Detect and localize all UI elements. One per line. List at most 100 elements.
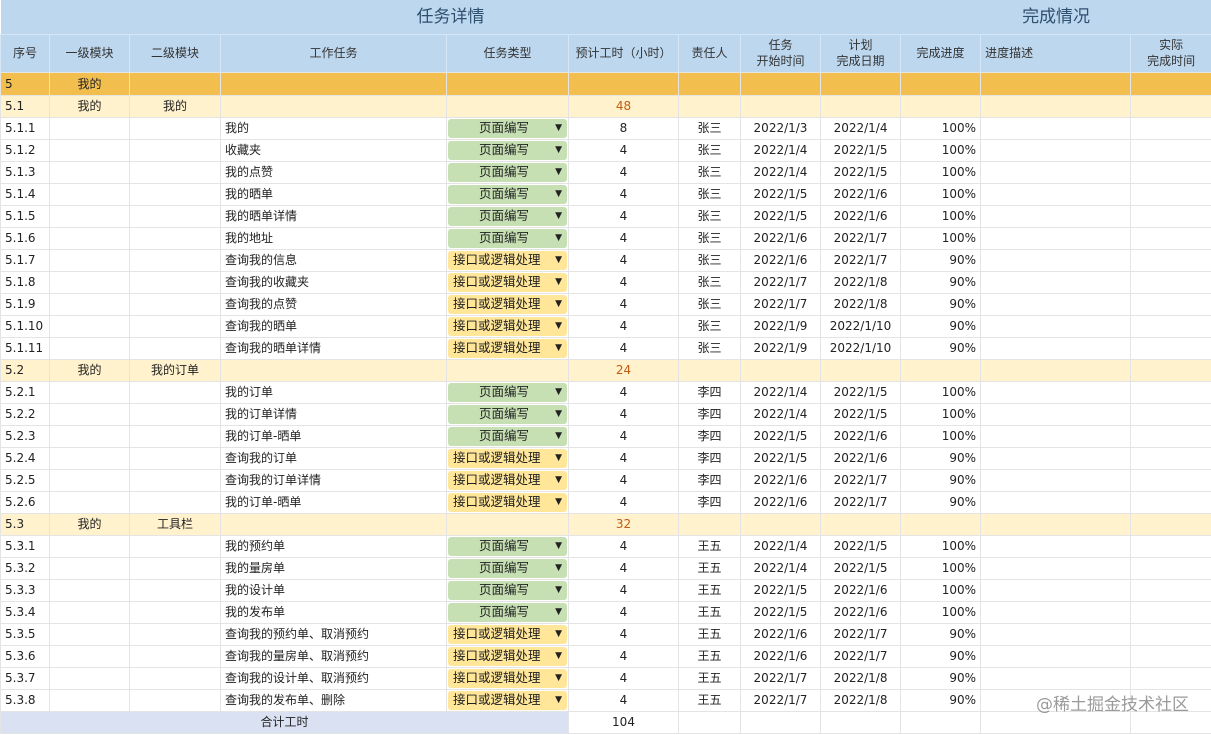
cell-start[interactable]: 2022/1/5 bbox=[740, 578, 821, 602]
cell-actual-end[interactable] bbox=[1130, 270, 1211, 294]
cell-module1[interactable] bbox=[49, 204, 130, 228]
cell-end[interactable]: 2022/1/6 bbox=[819, 182, 902, 206]
cell-hours[interactable]: 8 bbox=[568, 116, 679, 140]
cell-module2[interactable] bbox=[129, 314, 221, 338]
cell-start[interactable]: 2022/1/5 bbox=[740, 424, 821, 448]
cell-module2[interactable] bbox=[129, 292, 221, 316]
cell-progress[interactable] bbox=[900, 512, 982, 536]
dropdown-arrow-icon[interactable]: ▼ bbox=[555, 343, 562, 353]
cell-end[interactable]: 2022/1/8 bbox=[819, 688, 902, 712]
cell-type[interactable]: 接口或逻辑处理 ▼ bbox=[446, 666, 569, 690]
cell-owner[interactable]: 王五 bbox=[678, 578, 741, 602]
cell-progress[interactable]: 90% bbox=[900, 336, 982, 360]
task-type-dropdown[interactable]: 页面编写 ▼ bbox=[448, 118, 567, 138]
task-type-dropdown[interactable]: 页面编写 ▼ bbox=[448, 580, 567, 600]
cell-owner[interactable]: 张三 bbox=[678, 160, 741, 184]
cell-task[interactable]: 我的晒单 bbox=[220, 182, 447, 206]
cell-progress-desc[interactable] bbox=[980, 358, 1132, 382]
cell-start[interactable]: 2022/1/6 bbox=[740, 490, 821, 514]
cell-end[interactable]: 2022/1/6 bbox=[819, 204, 902, 228]
dropdown-arrow-icon[interactable]: ▼ bbox=[555, 453, 562, 463]
cell-module2[interactable]: 我的 bbox=[129, 94, 221, 118]
dropdown-arrow-icon[interactable]: ▼ bbox=[555, 607, 562, 617]
cell-progress-desc[interactable] bbox=[980, 666, 1132, 690]
cell-module2[interactable] bbox=[129, 578, 221, 602]
cell-actual-end[interactable] bbox=[1130, 468, 1211, 492]
cell-type[interactable]: 接口或逻辑处理 ▼ bbox=[446, 336, 569, 360]
cell-start[interactable] bbox=[740, 71, 821, 96]
cell-end[interactable]: 2022/1/7 bbox=[819, 468, 902, 492]
task-type-dropdown[interactable]: 页面编写 ▼ bbox=[448, 536, 567, 556]
cell-type[interactable]: 接口或逻辑处理 ▼ bbox=[446, 248, 569, 272]
cell-progress-desc[interactable] bbox=[980, 534, 1132, 558]
cell-start[interactable] bbox=[740, 94, 821, 118]
cell-module1[interactable] bbox=[49, 314, 130, 338]
cell-progress[interactable] bbox=[900, 710, 982, 734]
cell-actual-end[interactable] bbox=[1130, 314, 1211, 338]
cell-module1[interactable] bbox=[49, 424, 130, 448]
cell-progress[interactable] bbox=[900, 94, 982, 118]
cell-id[interactable]: 5.3.8 bbox=[0, 688, 50, 712]
cell-owner[interactable]: 张三 bbox=[678, 314, 741, 338]
cell-module1[interactable] bbox=[49, 622, 130, 646]
task-type-dropdown[interactable]: 页面编写 ▼ bbox=[448, 558, 567, 578]
cell-module2[interactable] bbox=[129, 402, 221, 426]
cell-task[interactable]: 我的地址 bbox=[220, 226, 447, 250]
cell-module2[interactable] bbox=[129, 666, 221, 690]
cell-actual-end[interactable] bbox=[1130, 358, 1211, 382]
cell-type[interactable]: 接口或逻辑处理 ▼ bbox=[446, 644, 569, 668]
cell-type[interactable]: 页面编写 ▼ bbox=[446, 182, 569, 206]
cell-progress[interactable]: 100% bbox=[900, 578, 982, 602]
task-type-dropdown[interactable]: 接口或逻辑处理 ▼ bbox=[448, 272, 567, 292]
cell-hours[interactable]: 4 bbox=[568, 468, 679, 492]
cell-type[interactable]: 接口或逻辑处理 ▼ bbox=[446, 490, 569, 514]
cell-id[interactable]: 5.2.6 bbox=[0, 490, 50, 514]
cell-task[interactable]: 查询我的信息 bbox=[220, 248, 447, 272]
cell-task[interactable]: 查询我的量房单、取消预约 bbox=[220, 644, 447, 668]
cell-id[interactable]: 5.2 bbox=[0, 358, 50, 382]
cell-module2[interactable] bbox=[129, 622, 221, 646]
cell-progress[interactable]: 90% bbox=[900, 666, 982, 690]
cell-module1[interactable] bbox=[49, 600, 130, 624]
cell-hours[interactable]: 4 bbox=[568, 424, 679, 448]
cell-module1[interactable] bbox=[49, 490, 130, 514]
cell-module2[interactable] bbox=[129, 182, 221, 206]
cell-start[interactable]: 2022/1/6 bbox=[740, 248, 821, 272]
cell-actual-end[interactable] bbox=[1130, 512, 1211, 536]
cell-task[interactable]: 我的发布单 bbox=[220, 600, 447, 624]
cell-module1[interactable] bbox=[49, 468, 130, 492]
cell-module2[interactable] bbox=[129, 138, 221, 162]
cell-module1[interactable] bbox=[49, 138, 130, 162]
task-type-dropdown[interactable]: 页面编写 ▼ bbox=[448, 404, 567, 424]
cell-module2[interactable] bbox=[129, 446, 221, 470]
cell-hours[interactable]: 4 bbox=[568, 270, 679, 294]
dropdown-arrow-icon[interactable]: ▼ bbox=[555, 409, 562, 419]
cell-actual-end[interactable] bbox=[1130, 534, 1211, 558]
cell-actual-end[interactable] bbox=[1130, 666, 1211, 690]
cell-type[interactable]: 接口或逻辑处理 ▼ bbox=[446, 468, 569, 492]
cell-progress-desc[interactable] bbox=[980, 468, 1132, 492]
cell-module2[interactable] bbox=[129, 116, 221, 140]
cell-task[interactable]: 查询我的晒单 bbox=[220, 314, 447, 338]
dropdown-arrow-icon[interactable]: ▼ bbox=[555, 651, 562, 661]
cell-progress[interactable]: 100% bbox=[900, 182, 982, 206]
cell-task[interactable] bbox=[220, 71, 447, 96]
cell-start[interactable]: 2022/1/3 bbox=[740, 116, 821, 140]
cell-task[interactable]: 查询我的收藏夹 bbox=[220, 270, 447, 294]
cell-progress-desc[interactable] bbox=[980, 644, 1132, 668]
task-type-dropdown[interactable]: 页面编写 ▼ bbox=[448, 162, 567, 182]
cell-progress[interactable]: 100% bbox=[900, 534, 982, 558]
cell-owner[interactable] bbox=[678, 71, 741, 96]
cell-task[interactable]: 我的预约单 bbox=[220, 534, 447, 558]
cell-start[interactable]: 2022/1/6 bbox=[740, 226, 821, 250]
cell-id[interactable]: 5.3.2 bbox=[0, 556, 50, 580]
cell-owner[interactable]: 张三 bbox=[678, 270, 741, 294]
dropdown-arrow-icon[interactable]: ▼ bbox=[555, 167, 562, 177]
cell-end[interactable]: 2022/1/6 bbox=[819, 446, 902, 470]
cell-actual-end[interactable] bbox=[1130, 292, 1211, 316]
cell-start[interactable]: 2022/1/5 bbox=[740, 182, 821, 206]
cell-progress-desc[interactable] bbox=[980, 292, 1132, 316]
cell-module1[interactable]: 我的 bbox=[49, 358, 130, 382]
cell-type[interactable]: 接口或逻辑处理 ▼ bbox=[446, 270, 569, 294]
cell-progress[interactable]: 90% bbox=[900, 446, 982, 470]
